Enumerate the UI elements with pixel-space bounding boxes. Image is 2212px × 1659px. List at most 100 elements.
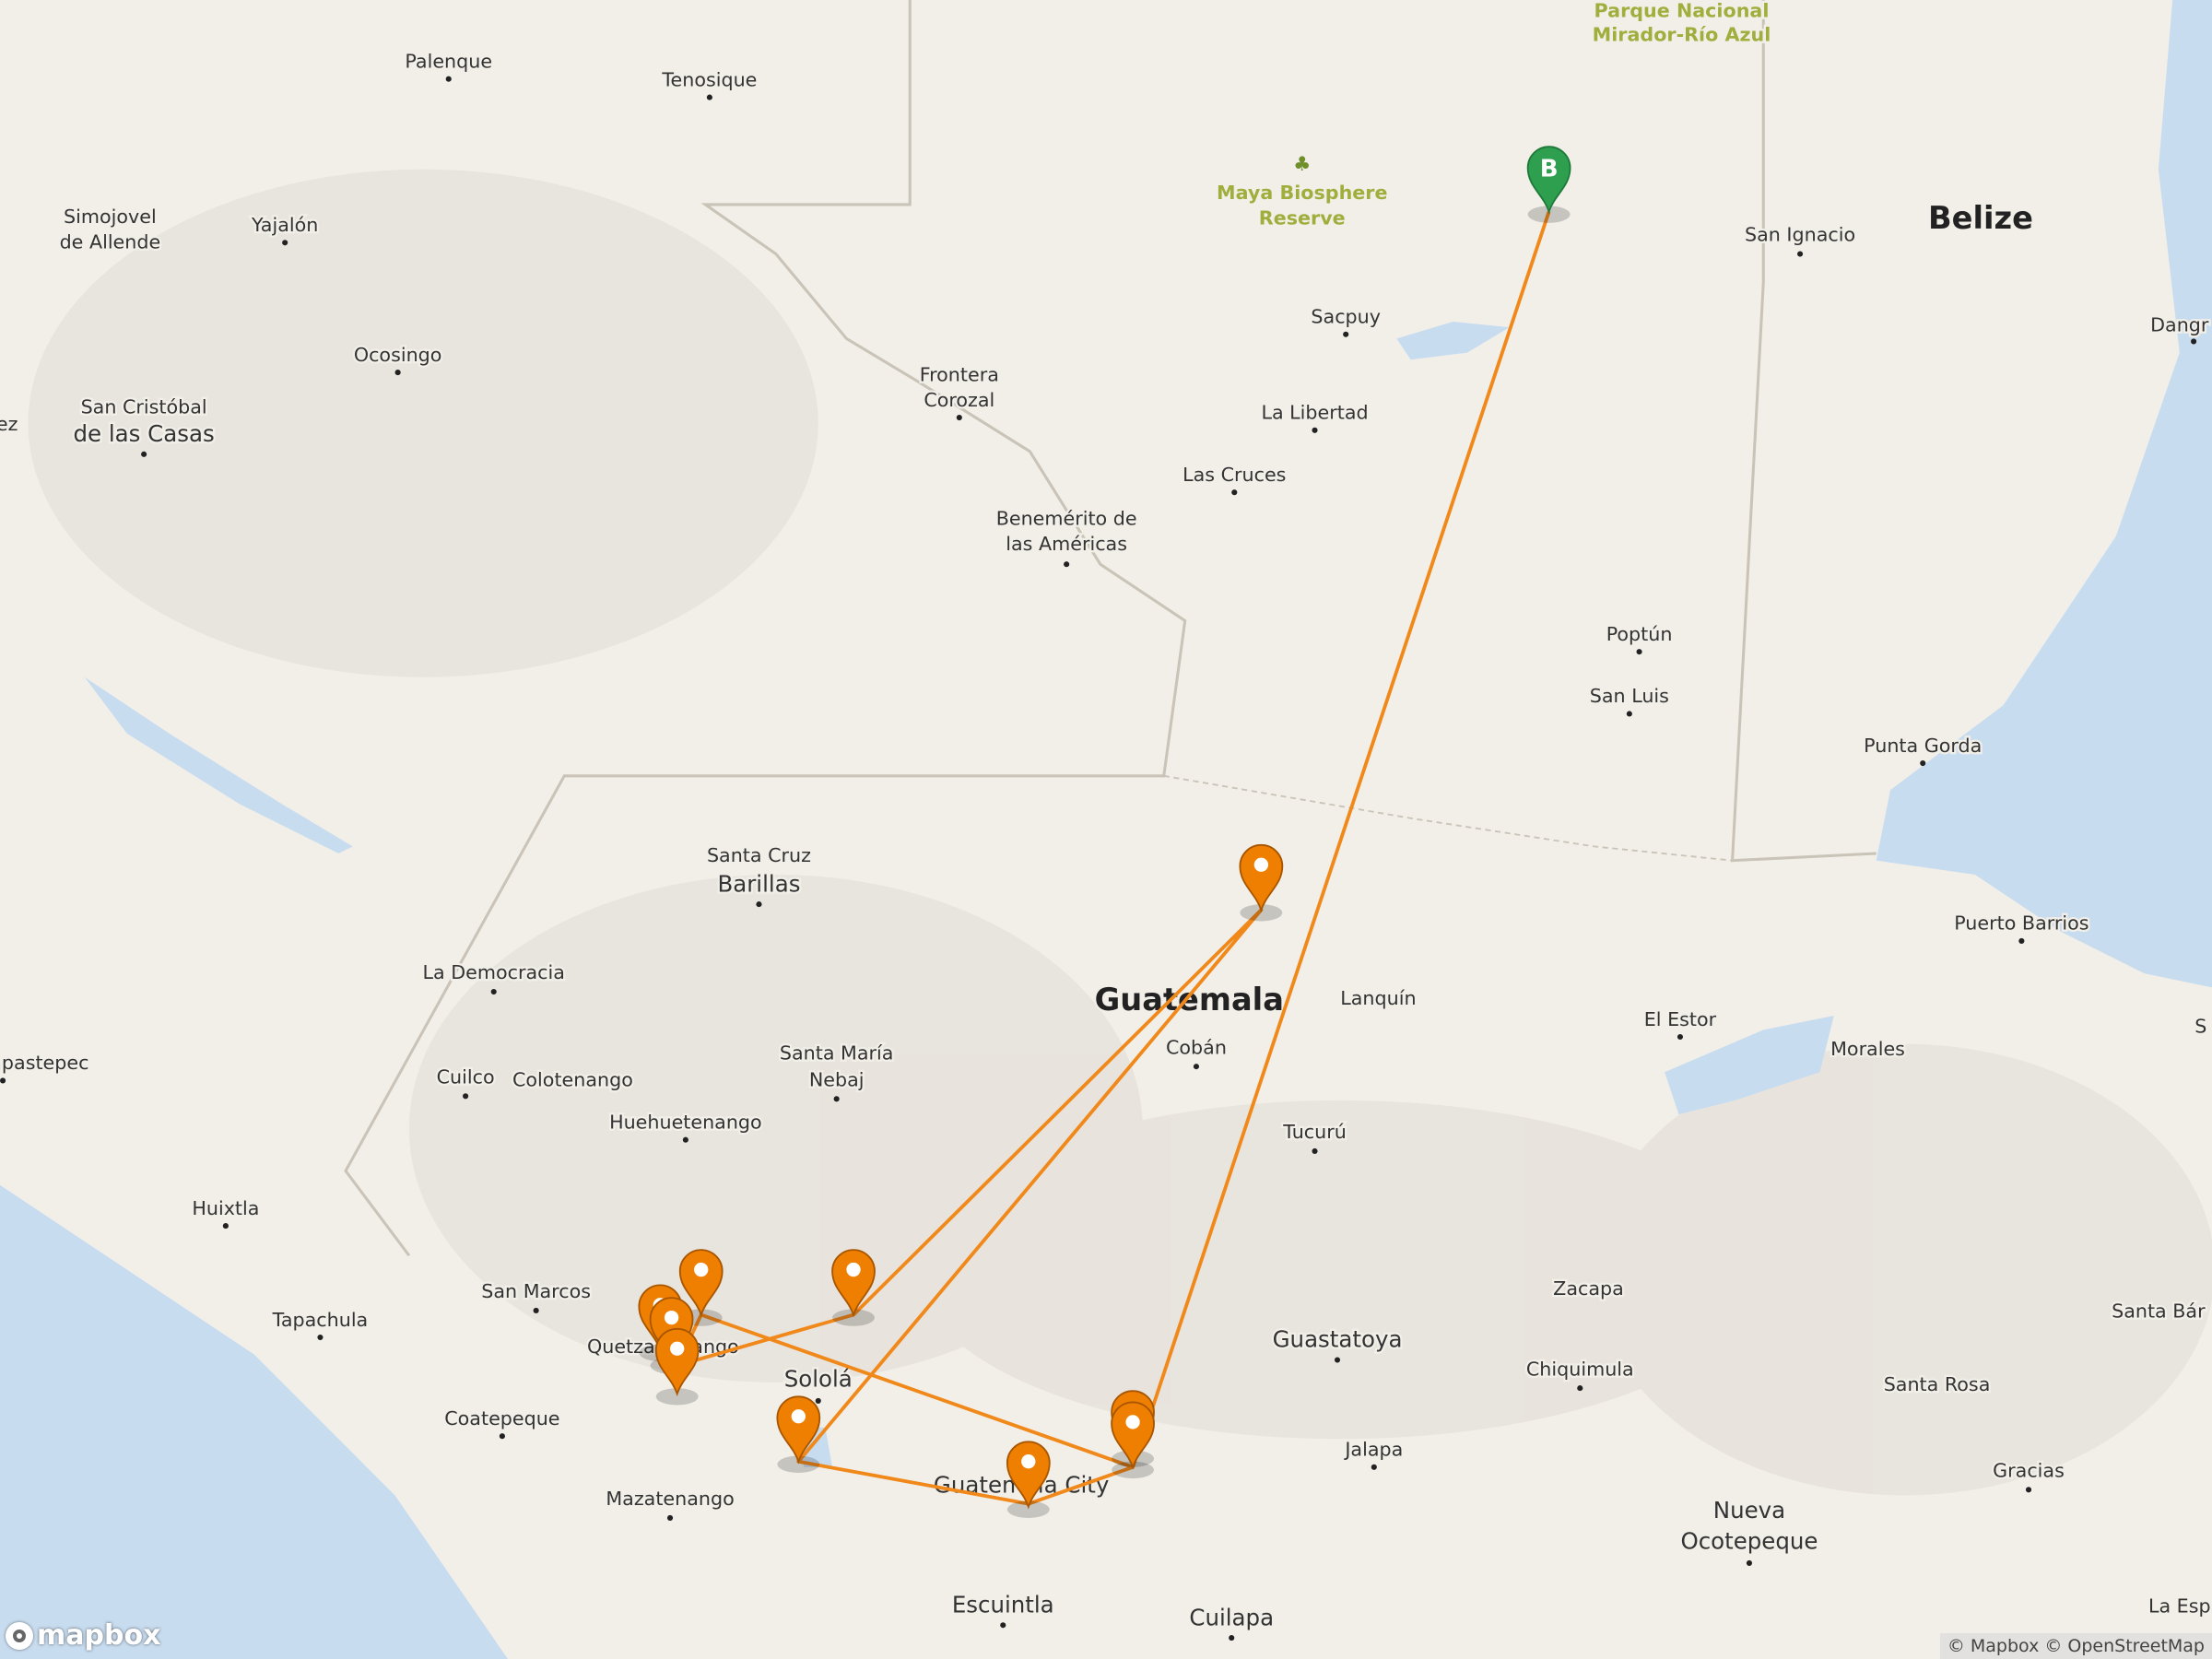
place-dot: [815, 1397, 821, 1404]
place-dot: [682, 1136, 688, 1143]
place-dot: [533, 1307, 539, 1313]
terrain-shading: [28, 169, 2212, 1496]
place-label: Ocotepeque: [1680, 1528, 1818, 1555]
place-dot: [833, 1096, 840, 1102]
marker-center-dot: [1125, 1415, 1140, 1430]
place-dot: [2025, 1487, 2032, 1493]
place-label: Punta Gorda: [1864, 735, 1982, 757]
place-dot: [394, 370, 401, 376]
place-label: Mazatenango: [606, 1488, 734, 1510]
place-label: Nueva: [1713, 1497, 1785, 1524]
place-label: Colotenango: [512, 1069, 633, 1091]
location-marker[interactable]: [1111, 1401, 1155, 1479]
place-label: Nebaj: [809, 1069, 865, 1091]
place-label: Cobán: [1166, 1036, 1227, 1058]
place-label: Gracias: [1993, 1460, 2065, 1482]
place-label: Morales: [1830, 1038, 1905, 1060]
place-dot: [1343, 331, 1349, 337]
marker-center-dot: [846, 1262, 861, 1277]
location-marker[interactable]: [1239, 843, 1284, 922]
place-label: Palenque: [405, 50, 492, 72]
place-dot: [956, 415, 962, 421]
place-label: El Estor: [1644, 1008, 1717, 1030]
location-marker[interactable]: [1006, 1441, 1051, 1518]
place-label: Poptún: [1606, 623, 1673, 645]
start-marker-b[interactable]: B: [1526, 146, 1571, 223]
place-label: Ocosingo: [354, 344, 442, 366]
place-label: Santa Cruz: [707, 844, 811, 866]
place-label: Benemérito de: [996, 507, 1137, 529]
park-label: Reserve: [1259, 206, 1346, 229]
place-label: San Luis: [1590, 685, 1669, 707]
place-label: Jalapa: [1343, 1439, 1403, 1461]
place-dot: [706, 94, 712, 100]
place-label: Coatepeque: [444, 1407, 559, 1430]
place-dot: [1334, 1357, 1341, 1363]
place-label: San Marcos: [481, 1280, 591, 1302]
place-label: Sacpuy: [1311, 306, 1381, 328]
place-label: apastepec: [0, 1052, 88, 1074]
park-label-parque-nacional: Parque Nacional: [1594, 0, 1770, 21]
logo-text: mapbox: [37, 1619, 161, 1652]
place-label: La Esp: [2148, 1594, 2211, 1617]
park-label-mirador: Mirador-Río Azul: [1593, 23, 1771, 45]
place-label: las Américas: [1006, 533, 1127, 555]
country-label-belize: Belize: [1928, 200, 2033, 236]
place-dot: [1312, 1147, 1318, 1155]
place-label: Tenosique: [661, 68, 757, 90]
place-dot: [222, 1223, 229, 1230]
place-label: Huehuetenango: [609, 1111, 762, 1133]
place-label: Puerto Barrios: [1954, 912, 2088, 935]
place-dot: [282, 240, 288, 246]
place-dot: [1577, 1385, 1583, 1392]
attribution[interactable]: © Mapbox © OpenStreetMap: [1939, 1633, 2212, 1659]
place-dot: [756, 901, 762, 908]
place-label: Santa Bár: [2112, 1300, 2206, 1323]
place-label: S: [2194, 1015, 2206, 1037]
place-label: Simojovel: [64, 206, 157, 228]
place-label: Barillas: [717, 870, 800, 897]
place-label: Chiquimula: [1526, 1358, 1634, 1380]
place-label: Santa María: [780, 1041, 894, 1064]
markers: B: [638, 146, 1571, 1518]
place-dot: [1626, 711, 1632, 717]
place-dot: [1229, 1634, 1235, 1641]
place-dot: [1920, 760, 1926, 767]
place-dot: [1677, 1033, 1684, 1041]
location-marker[interactable]: [654, 1327, 700, 1406]
place-label: de Allende: [60, 230, 161, 253]
mapbox-logo-icon: [6, 1621, 33, 1650]
location-marker[interactable]: [776, 1395, 821, 1473]
place-label: ez: [0, 413, 18, 435]
place-label: Corozal: [924, 389, 994, 411]
marker-center-dot: [1021, 1454, 1036, 1469]
place-dot: [2018, 937, 2025, 944]
place-dot: [141, 451, 147, 457]
place-dot: [499, 1433, 505, 1440]
place-dot: [1000, 1622, 1006, 1629]
place-dot: [0, 1077, 6, 1084]
place-label: Lanquín: [1340, 987, 1416, 1009]
place-dot: [1371, 1464, 1377, 1470]
place-dot: [317, 1334, 324, 1341]
location-marker[interactable]: [831, 1249, 876, 1326]
place-dot: [1064, 561, 1070, 568]
place-label: de las Casas: [73, 420, 214, 447]
place-dot: [1797, 251, 1804, 257]
marker-center-dot: [1253, 857, 1269, 872]
place-label: Las Cruces: [1182, 464, 1286, 486]
place-label: Guastatoya: [1273, 1326, 1403, 1353]
marker-label: B: [1540, 155, 1559, 182]
place-dot: [2191, 338, 2197, 345]
place-dot: [490, 988, 497, 995]
place-dot: [1231, 489, 1238, 496]
marker-center-dot: [791, 1409, 806, 1424]
place-dot: [1746, 1559, 1753, 1566]
place-label: Yajalón: [251, 214, 318, 236]
place-label: Escuintla: [952, 1591, 1054, 1618]
place-dot: [1312, 427, 1318, 433]
country-label-guatemala: Guatemala: [1095, 982, 1284, 1018]
place-dot: [666, 1514, 674, 1521]
mapbox-logo[interactable]: mapbox: [6, 1619, 160, 1652]
